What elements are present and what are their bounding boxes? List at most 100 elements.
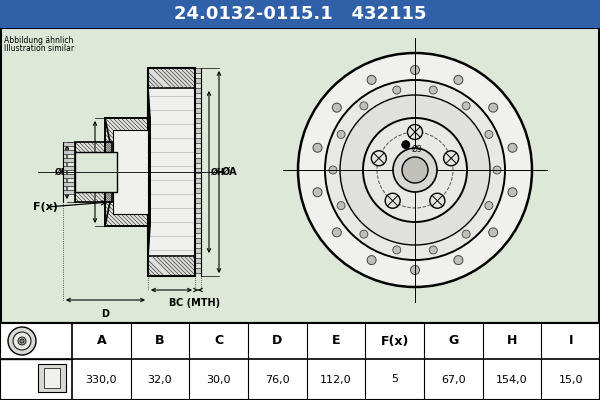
- Circle shape: [313, 188, 322, 197]
- Text: 330,0: 330,0: [86, 374, 117, 384]
- Bar: [195, 228, 201, 233]
- Text: D: D: [101, 309, 110, 319]
- Bar: [75, 142, 112, 202]
- Text: I: I: [568, 334, 573, 348]
- Bar: [195, 158, 201, 163]
- Text: Ø9: Ø9: [412, 145, 422, 154]
- Bar: [105, 118, 150, 226]
- Circle shape: [488, 228, 497, 237]
- Circle shape: [485, 130, 493, 138]
- Circle shape: [332, 228, 341, 237]
- Circle shape: [493, 166, 501, 174]
- Text: C (MTH): C (MTH): [176, 298, 220, 308]
- Text: ØA: ØA: [222, 167, 238, 177]
- Circle shape: [488, 103, 497, 112]
- Text: ate: ate: [379, 178, 442, 212]
- Bar: [195, 138, 201, 143]
- Text: ØH: ØH: [211, 168, 225, 176]
- Circle shape: [402, 141, 410, 149]
- Circle shape: [337, 130, 345, 138]
- Circle shape: [385, 193, 400, 208]
- Circle shape: [429, 86, 437, 94]
- Text: F(x): F(x): [380, 334, 409, 348]
- Bar: [63, 150, 75, 154]
- Circle shape: [410, 266, 419, 274]
- Bar: [148, 68, 195, 88]
- Circle shape: [313, 143, 322, 152]
- Text: Abbildung ähnlich: Abbildung ähnlich: [4, 36, 73, 45]
- Bar: [0, 323, 600, 400]
- Circle shape: [18, 337, 26, 345]
- Bar: [195, 68, 201, 73]
- Text: 76,0: 76,0: [265, 374, 290, 384]
- Circle shape: [363, 118, 467, 222]
- Bar: [195, 128, 201, 133]
- Text: 154,0: 154,0: [496, 374, 528, 384]
- Bar: [195, 78, 201, 83]
- Circle shape: [367, 76, 376, 84]
- Circle shape: [393, 148, 437, 192]
- Bar: [1, 28, 599, 323]
- Bar: [195, 238, 201, 243]
- Circle shape: [8, 327, 36, 355]
- Circle shape: [462, 102, 470, 110]
- Bar: [38, 364, 66, 392]
- Circle shape: [13, 332, 31, 350]
- Bar: [0, 0, 600, 28]
- Bar: [63, 190, 75, 194]
- Bar: [195, 88, 201, 93]
- Circle shape: [20, 339, 24, 343]
- Bar: [195, 208, 201, 213]
- Bar: [63, 142, 75, 146]
- Bar: [195, 248, 201, 253]
- Circle shape: [430, 193, 445, 208]
- Bar: [195, 168, 201, 173]
- Text: D: D: [272, 334, 283, 348]
- Circle shape: [298, 53, 532, 287]
- Bar: [195, 188, 201, 193]
- Bar: [195, 218, 201, 223]
- Circle shape: [337, 202, 345, 210]
- Bar: [195, 118, 201, 123]
- Text: B: B: [155, 334, 165, 348]
- Bar: [148, 256, 195, 276]
- Text: ØG: ØG: [79, 168, 93, 176]
- Bar: [63, 174, 75, 178]
- Bar: [195, 268, 201, 273]
- Circle shape: [454, 76, 463, 84]
- Text: A: A: [97, 334, 106, 348]
- Circle shape: [371, 151, 386, 166]
- Bar: [195, 108, 201, 113]
- Bar: [195, 198, 201, 203]
- Circle shape: [429, 246, 437, 254]
- Text: 24.0132-0115.1   432115: 24.0132-0115.1 432115: [174, 5, 426, 23]
- Circle shape: [367, 256, 376, 264]
- Text: 67,0: 67,0: [441, 374, 466, 384]
- Bar: [195, 178, 201, 183]
- Text: C: C: [214, 334, 223, 348]
- Bar: [113, 130, 148, 214]
- Circle shape: [462, 230, 470, 238]
- Text: Illustration similar: Illustration similar: [4, 44, 74, 53]
- Circle shape: [332, 103, 341, 112]
- Circle shape: [443, 151, 458, 166]
- Text: ØE: ØE: [133, 168, 145, 176]
- Circle shape: [508, 188, 517, 197]
- Circle shape: [485, 202, 493, 210]
- Bar: [195, 258, 201, 263]
- Bar: [148, 68, 195, 276]
- Bar: [105, 118, 150, 226]
- Bar: [44, 368, 60, 388]
- Bar: [195, 148, 201, 153]
- Text: H: H: [507, 334, 517, 348]
- Bar: [195, 98, 201, 103]
- Text: 30,0: 30,0: [206, 374, 231, 384]
- Text: G: G: [448, 334, 458, 348]
- Circle shape: [508, 143, 517, 152]
- Text: 5: 5: [391, 374, 398, 384]
- Circle shape: [360, 230, 368, 238]
- Text: 32,0: 32,0: [148, 374, 172, 384]
- Text: 112,0: 112,0: [320, 374, 352, 384]
- Circle shape: [329, 166, 337, 174]
- Circle shape: [393, 86, 401, 94]
